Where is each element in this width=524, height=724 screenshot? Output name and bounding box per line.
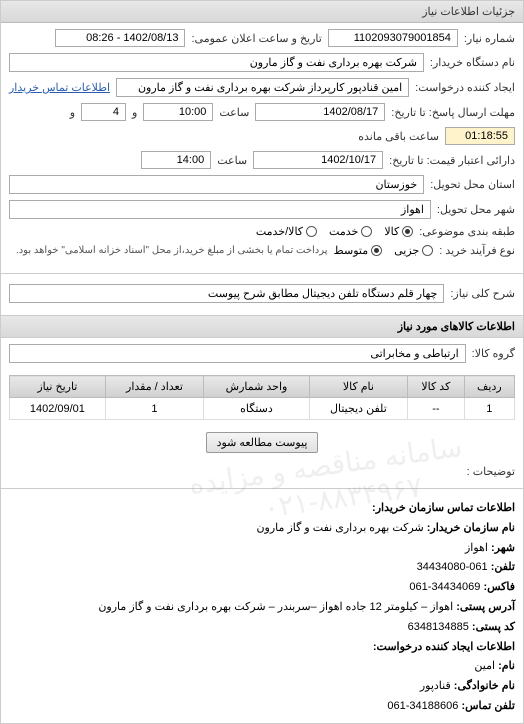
remain-and2: و (70, 106, 75, 119)
goods-group-label: گروه کالا: (472, 347, 515, 360)
contact-city-label: شهر: (491, 542, 515, 554)
contact-fax-label: فاکس: (483, 581, 515, 593)
contact-lastname-label: نام خانوادگی: (454, 680, 515, 692)
subject-type-label: طبقه بندی موضوعی: (419, 225, 515, 238)
org-name: شرکت بهره برداری نفت و گاز مارون (256, 522, 423, 534)
city-field: اهواز (9, 200, 431, 219)
contact-cphone: 34188606-061 (387, 700, 458, 712)
contact-section1-title: اطلاعات تماس سازمان خریدار: (9, 499, 515, 519)
radio-kala-khedmat-item[interactable]: کالا/خدمت (256, 225, 317, 238)
announce-label: تاریخ و ساعت اعلان عمومی: (191, 32, 321, 45)
cell-name: تلفن دیجیتال (309, 398, 407, 420)
buyer-name-label: نام دستگاه خریدار: (430, 56, 515, 69)
validity-time: 14:00 (141, 151, 211, 169)
cell-row: 1 (464, 398, 514, 420)
deadline-time: 10:00 (143, 103, 213, 121)
contact-name-label: نام: (498, 660, 515, 672)
deadline-label: مهلت ارسال پاسخ: تا تاریخ: (391, 106, 515, 119)
buyer-name-field: شرکت بهره برداری نفت و گاز مارون (9, 53, 424, 72)
divider-1 (1, 273, 523, 274)
validity-date: 1402/10/17 (253, 151, 383, 169)
cell-code: -- (408, 398, 465, 420)
contact-lastname: قنادپور (420, 680, 451, 692)
general-title-field: چهار قلم دستگاه تلفن دیجیتال مطابق شرح پ… (9, 284, 444, 303)
request-number-label: شماره نیار: (464, 32, 515, 45)
attachment-button[interactable]: پیوست مطالعه شود (206, 432, 319, 453)
goods-table: ردیف کد کالا نام کالا واحد شمارش تعداد /… (9, 375, 515, 420)
goods-section-title: اطلاعات کالاهای مورد نیاز (1, 315, 523, 338)
radio-kala-circle (402, 226, 413, 237)
notes-label: توضیحات : (467, 466, 515, 478)
announce-value: 1402/08/13 - 08:26 (55, 29, 185, 47)
col-date: تاریخ نیاز (10, 376, 106, 398)
contact-city: اهواز (465, 542, 488, 554)
buyer-contact-link[interactable]: اطلاعات تماس خریدار (9, 81, 110, 94)
table-header-row: ردیف کد کالا نام کالا واحد شمارش تعداد /… (10, 376, 515, 398)
org-name-label: نام سازمان خریدار: (427, 522, 515, 534)
request-number-field: 1102093079001854 (328, 29, 458, 47)
cell-date: 1402/09/01 (10, 398, 106, 420)
process-label: نوع فرآیند خرید : (439, 244, 515, 257)
contact-address: اهواز – کیلومتر 12 جاده اهواز –سربندر – … (98, 601, 453, 613)
radio-khedmat-circle (361, 226, 372, 237)
process-note: پرداخت تمام یا بخشی از مبلغ خرید،از محل … (16, 245, 328, 256)
col-code: کد کالا (408, 376, 465, 398)
deadline-date: 1402/08/17 (255, 103, 385, 121)
validity-time-label: ساعت (217, 154, 247, 167)
city-label: شهر محل تحویل: (437, 203, 515, 216)
contact-cphone-label: تلفن تماس: (461, 700, 515, 712)
general-title-label: شرح کلی نیاز: (450, 287, 515, 300)
remain-days: 4 (81, 103, 126, 121)
radio-khedmat-label: خدمت (329, 225, 358, 238)
panel-header: جزئیات اطلاعات نیاز (1, 1, 523, 23)
process-radios: جزیی متوسط (334, 244, 434, 257)
creator-label: ایجاد کننده درخواست: (415, 81, 515, 94)
table-row: 1 -- تلفن دیجیتال دستگاه 1 1402/09/01 (10, 398, 515, 420)
cell-qty: 1 (105, 398, 203, 420)
radio-jozi-item[interactable]: جزیی (394, 244, 433, 257)
contact-address-label: آدرس پستی: (456, 601, 515, 613)
goods-group-field: ارتباطی و مخابراتی (9, 344, 466, 363)
remain-suffix: ساعت باقی مانده (358, 130, 439, 143)
panel-title: جزئیات اطلاعات نیاز (422, 6, 515, 18)
radio-kala-label: کالا (384, 225, 399, 238)
contact-name: امین (474, 660, 495, 672)
remain-time: 01:18:55 (445, 127, 515, 145)
radio-jozi-label: جزیی (394, 244, 419, 257)
contact-phone: 061-34434080 (417, 561, 488, 573)
remain-and: و (132, 106, 137, 119)
contact-phone-label: تلفن: (491, 561, 515, 573)
creator-field: امین قنادپور کارپرداز شرکت بهره برداری ن… (116, 78, 409, 97)
subject-type-radios: کالا خدمت کالا/خدمت (256, 225, 413, 238)
radio-kala-khedmat-label: کالا/خدمت (256, 225, 303, 238)
contact-section: اطلاعات تماس سازمان خریدار: نام سازمان خ… (1, 493, 523, 723)
province-label: استان محل تحویل: (430, 178, 515, 191)
divider-2 (1, 488, 523, 489)
radio-motevaset-item[interactable]: متوسط (334, 244, 383, 257)
col-qty: تعداد / مقدار (105, 376, 203, 398)
validity-label: دارائی اعتبار قیمت: تا تاریخ: (389, 154, 515, 167)
col-name: نام کالا (309, 376, 407, 398)
contact-postcode: 6348134885 (408, 621, 469, 633)
radio-motevaset-label: متوسط (334, 244, 369, 257)
cell-unit: دستگاه (204, 398, 310, 420)
deadline-time-label: ساعت (219, 106, 249, 119)
col-row: ردیف (464, 376, 514, 398)
col-unit: واحد شمارش (204, 376, 310, 398)
radio-khedmat-item[interactable]: خدمت (329, 225, 372, 238)
radio-jozi-circle (422, 245, 433, 256)
radio-kala-khedmat-circle (306, 226, 317, 237)
radio-kala-item[interactable]: کالا (384, 225, 413, 238)
province-field: خوزستان (9, 175, 424, 194)
radio-motevaset-circle (371, 245, 382, 256)
contact-fax: 34434069-061 (409, 581, 480, 593)
contact-section2-title: اطلاعات ایجاد کننده درخواست: (9, 638, 515, 658)
contact-postcode-label: کد پستی: (472, 621, 515, 633)
